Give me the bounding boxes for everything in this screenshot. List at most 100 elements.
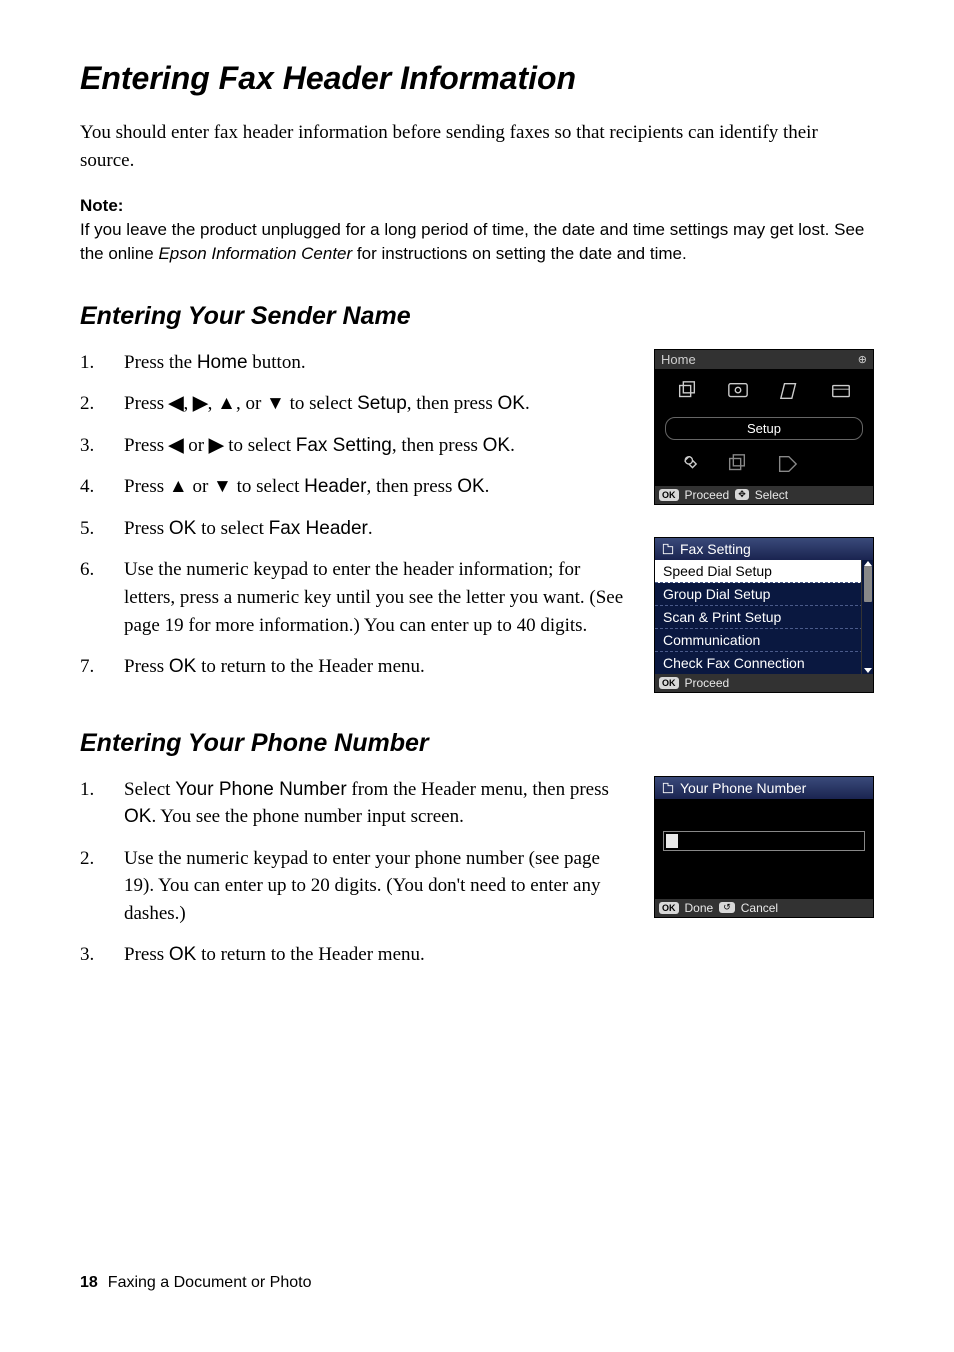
step-text: Press bbox=[124, 518, 169, 539]
tag-icon bbox=[769, 450, 805, 478]
section1-heading: Entering Your Sender Name bbox=[80, 302, 874, 331]
ui-term-ok: OK bbox=[483, 435, 510, 456]
wrench-icon bbox=[669, 450, 705, 478]
arrow-left-icon: ◀ bbox=[169, 393, 184, 414]
list-item: Scan & Print Setup bbox=[655, 606, 873, 629]
lcd-fax-setting-title: Fax Setting bbox=[655, 538, 873, 560]
step-3: Press OK to return to the Header menu. bbox=[80, 941, 626, 969]
step-4: Press ▲ or ▼ to select Header, then pres… bbox=[80, 473, 626, 501]
lcd-home-icons-row1 bbox=[655, 369, 873, 413]
step-text: to return to the Header menu. bbox=[196, 944, 424, 965]
ui-term-your-phone: Your Phone Number bbox=[175, 779, 346, 800]
step-text: . bbox=[510, 435, 515, 456]
list-item: Group Dial Setup bbox=[655, 583, 873, 606]
list-item: Check Fax Connection bbox=[655, 652, 873, 674]
lcd-phone-number: Your Phone Number OK Done ↺ Cancel bbox=[654, 776, 874, 918]
ui-term-ok: OK bbox=[457, 476, 484, 497]
step-text: . bbox=[485, 476, 490, 497]
step-1: Select Your Phone Number from the Header… bbox=[80, 776, 626, 831]
phone-title-icon bbox=[661, 781, 675, 795]
ok-badge-icon: OK bbox=[659, 677, 679, 689]
arrow-up-icon: ▲ bbox=[169, 476, 188, 497]
step-text: to select bbox=[232, 476, 304, 497]
lcd-fax-setting-footer: OK Proceed bbox=[655, 674, 873, 692]
lcd-home-footer: OK Proceed ✥ Select bbox=[655, 486, 873, 504]
step-text: or bbox=[184, 435, 209, 456]
ui-term-ok: OK bbox=[124, 806, 151, 827]
page-number: 18 bbox=[80, 1274, 98, 1291]
doc-icon bbox=[719, 450, 755, 478]
step-text: to select bbox=[223, 435, 295, 456]
lcd-phone-input bbox=[663, 831, 865, 851]
step-text: Press the bbox=[124, 352, 197, 373]
lcd-fax-setting-title-text: Fax Setting bbox=[680, 541, 751, 557]
list-item: Communication bbox=[655, 629, 873, 652]
chapter-title: Faxing a Document or Photo bbox=[108, 1274, 312, 1291]
fax-icon bbox=[823, 377, 859, 405]
photo-icon bbox=[720, 377, 756, 405]
lcd-home: Home ⊕ Setup bbox=[654, 349, 874, 505]
note-body: If you leave the product unplugged for a… bbox=[80, 218, 874, 266]
step-text: , bbox=[184, 393, 194, 414]
step-6: Use the numeric keypad to enter the head… bbox=[80, 556, 626, 639]
ui-term-ok: OK bbox=[169, 518, 196, 539]
step-text: Select bbox=[124, 779, 175, 800]
note-label: Note: bbox=[80, 196, 874, 216]
step-1: Press the Home button. bbox=[80, 349, 626, 377]
step-text: Press bbox=[124, 944, 169, 965]
copy-icon bbox=[669, 377, 705, 405]
arrow-up-icon: ▲ bbox=[217, 393, 236, 414]
step-text: to select bbox=[285, 393, 357, 414]
lcd-fax-setting-list-wrap: Speed Dial Setup Group Dial Setup Scan &… bbox=[655, 560, 873, 674]
lcd-footer-proceed: Proceed bbox=[685, 676, 730, 690]
step-text: , then press bbox=[407, 393, 498, 414]
ui-term-home: Home bbox=[197, 352, 248, 373]
section2-steps: Select Your Phone Number from the Header… bbox=[80, 776, 626, 983]
arrow-left-icon: ◀ bbox=[169, 435, 184, 456]
lcd-footer-proceed: Proceed bbox=[685, 488, 730, 502]
step-text: to select bbox=[196, 518, 268, 539]
section2-columns: Select Your Phone Number from the Header… bbox=[80, 776, 874, 983]
ui-term-fax-header: Fax Header bbox=[269, 518, 368, 539]
step-text: , then press bbox=[366, 476, 457, 497]
back-badge-icon: ↺ bbox=[719, 902, 735, 913]
lcd-footer-cancel: Cancel bbox=[741, 901, 778, 915]
list-item: Speed Dial Setup bbox=[655, 560, 873, 583]
lcd-phone-footer: OK Done ↺ Cancel bbox=[655, 899, 873, 917]
scroll-up-icon bbox=[864, 561, 872, 566]
lcd-home-titlebar: Home ⊕ bbox=[655, 350, 873, 369]
page-footer: 18 Faxing a Document or Photo bbox=[80, 1274, 311, 1292]
intro-paragraph: You should enter fax header information … bbox=[80, 119, 874, 174]
step-text: from the Header menu, then press bbox=[347, 779, 609, 800]
lcd-setup-label: Setup bbox=[665, 417, 863, 440]
lcd-fax-setting-list: Speed Dial Setup Group Dial Setup Scan &… bbox=[655, 560, 873, 674]
step-2: Use the numeric keypad to enter your pho… bbox=[80, 845, 626, 928]
step-text: Press bbox=[124, 656, 169, 677]
step-text: to return to the Header menu. bbox=[196, 656, 424, 677]
ui-term-setup: Setup bbox=[357, 393, 407, 414]
ok-badge-icon: OK bbox=[659, 902, 679, 914]
arrow-down-icon: ▼ bbox=[213, 476, 232, 497]
scroll-down-icon bbox=[864, 668, 872, 673]
lcd-footer-done: Done bbox=[685, 901, 714, 915]
scroll-thumb bbox=[864, 566, 872, 602]
ui-term-ok: OK bbox=[169, 656, 196, 677]
ok-badge-icon: OK bbox=[659, 489, 679, 501]
note-text-2: for instructions on setting the date and… bbox=[352, 244, 687, 263]
ui-term-header: Header bbox=[304, 476, 366, 497]
fax-title-icon bbox=[661, 542, 675, 556]
step-text: . bbox=[368, 518, 373, 539]
section2-heading: Entering Your Phone Number bbox=[80, 729, 874, 758]
step-text: , then press bbox=[392, 435, 483, 456]
arrow-down-icon: ▼ bbox=[266, 393, 285, 414]
ui-term-fax-setting: Fax Setting bbox=[296, 435, 392, 456]
step-5: Press OK to select Fax Header. bbox=[80, 515, 626, 543]
step-text: Press bbox=[124, 476, 169, 497]
step-text: button. bbox=[248, 352, 306, 373]
step-text: or bbox=[188, 476, 213, 497]
lcd-fax-setting: Fax Setting Speed Dial Setup Group Dial … bbox=[654, 537, 874, 693]
step-text: . You see the phone number input screen. bbox=[151, 806, 463, 827]
arrow-right-icon: ▶ bbox=[209, 435, 224, 456]
lcd-phone-title-text: Your Phone Number bbox=[680, 780, 806, 796]
step-text: , bbox=[208, 393, 218, 414]
